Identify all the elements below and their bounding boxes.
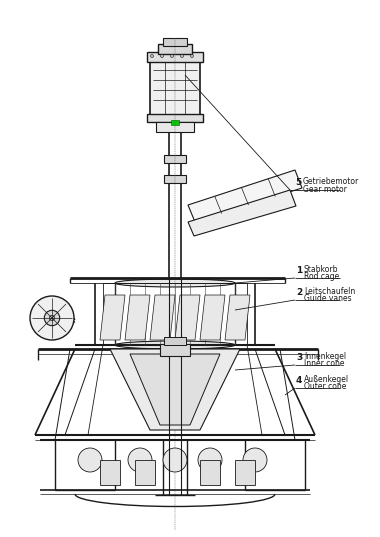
Polygon shape (225, 295, 250, 340)
Text: Außenkegel: Außenkegel (304, 375, 349, 384)
Polygon shape (200, 295, 225, 340)
Bar (156, 122, 194, 132)
Text: 1: 1 (296, 266, 302, 275)
Bar (235, 460, 255, 485)
Polygon shape (150, 295, 175, 340)
Circle shape (160, 54, 163, 57)
Bar (160, 344, 190, 356)
Bar (158, 44, 192, 54)
Text: Leitschaufeln: Leitschaufeln (304, 287, 355, 296)
Ellipse shape (115, 341, 235, 349)
Circle shape (180, 54, 184, 57)
Text: 3: 3 (296, 353, 302, 362)
Circle shape (171, 54, 174, 57)
Text: Getriebemotor: Getriebemotor (303, 177, 359, 186)
Circle shape (44, 310, 60, 326)
Polygon shape (110, 349, 240, 430)
Text: Innenkegel: Innenkegel (304, 352, 346, 361)
Bar (150, 60, 200, 115)
Text: Guide vanes: Guide vanes (304, 294, 352, 303)
Text: 4: 4 (296, 376, 302, 385)
Text: Stabkorb: Stabkorb (304, 265, 339, 274)
Circle shape (190, 54, 193, 57)
Ellipse shape (115, 279, 235, 287)
Circle shape (198, 448, 222, 472)
Circle shape (49, 315, 55, 321)
Polygon shape (175, 295, 200, 340)
Text: 5: 5 (295, 178, 301, 187)
Circle shape (243, 448, 267, 472)
Polygon shape (100, 295, 125, 340)
Circle shape (150, 54, 154, 57)
Text: 2: 2 (296, 288, 302, 297)
Bar (147, 52, 203, 62)
Polygon shape (130, 354, 220, 425)
Bar (135, 460, 155, 485)
Text: Rod cage: Rod cage (304, 272, 339, 281)
Bar (171, 120, 179, 125)
Bar (164, 155, 186, 163)
Bar (147, 114, 203, 122)
Text: Inner cone: Inner cone (304, 359, 345, 368)
Polygon shape (125, 295, 150, 340)
Bar (164, 175, 186, 183)
Circle shape (78, 448, 102, 472)
Text: Gear motor: Gear motor (303, 185, 347, 194)
Bar (164, 337, 186, 345)
Bar (100, 460, 120, 485)
Bar (200, 460, 220, 485)
Polygon shape (188, 190, 296, 236)
Circle shape (163, 448, 187, 472)
Bar (163, 38, 187, 46)
Polygon shape (188, 170, 302, 222)
Circle shape (128, 448, 152, 472)
Text: Outer cone: Outer cone (304, 382, 347, 391)
Circle shape (30, 296, 74, 340)
